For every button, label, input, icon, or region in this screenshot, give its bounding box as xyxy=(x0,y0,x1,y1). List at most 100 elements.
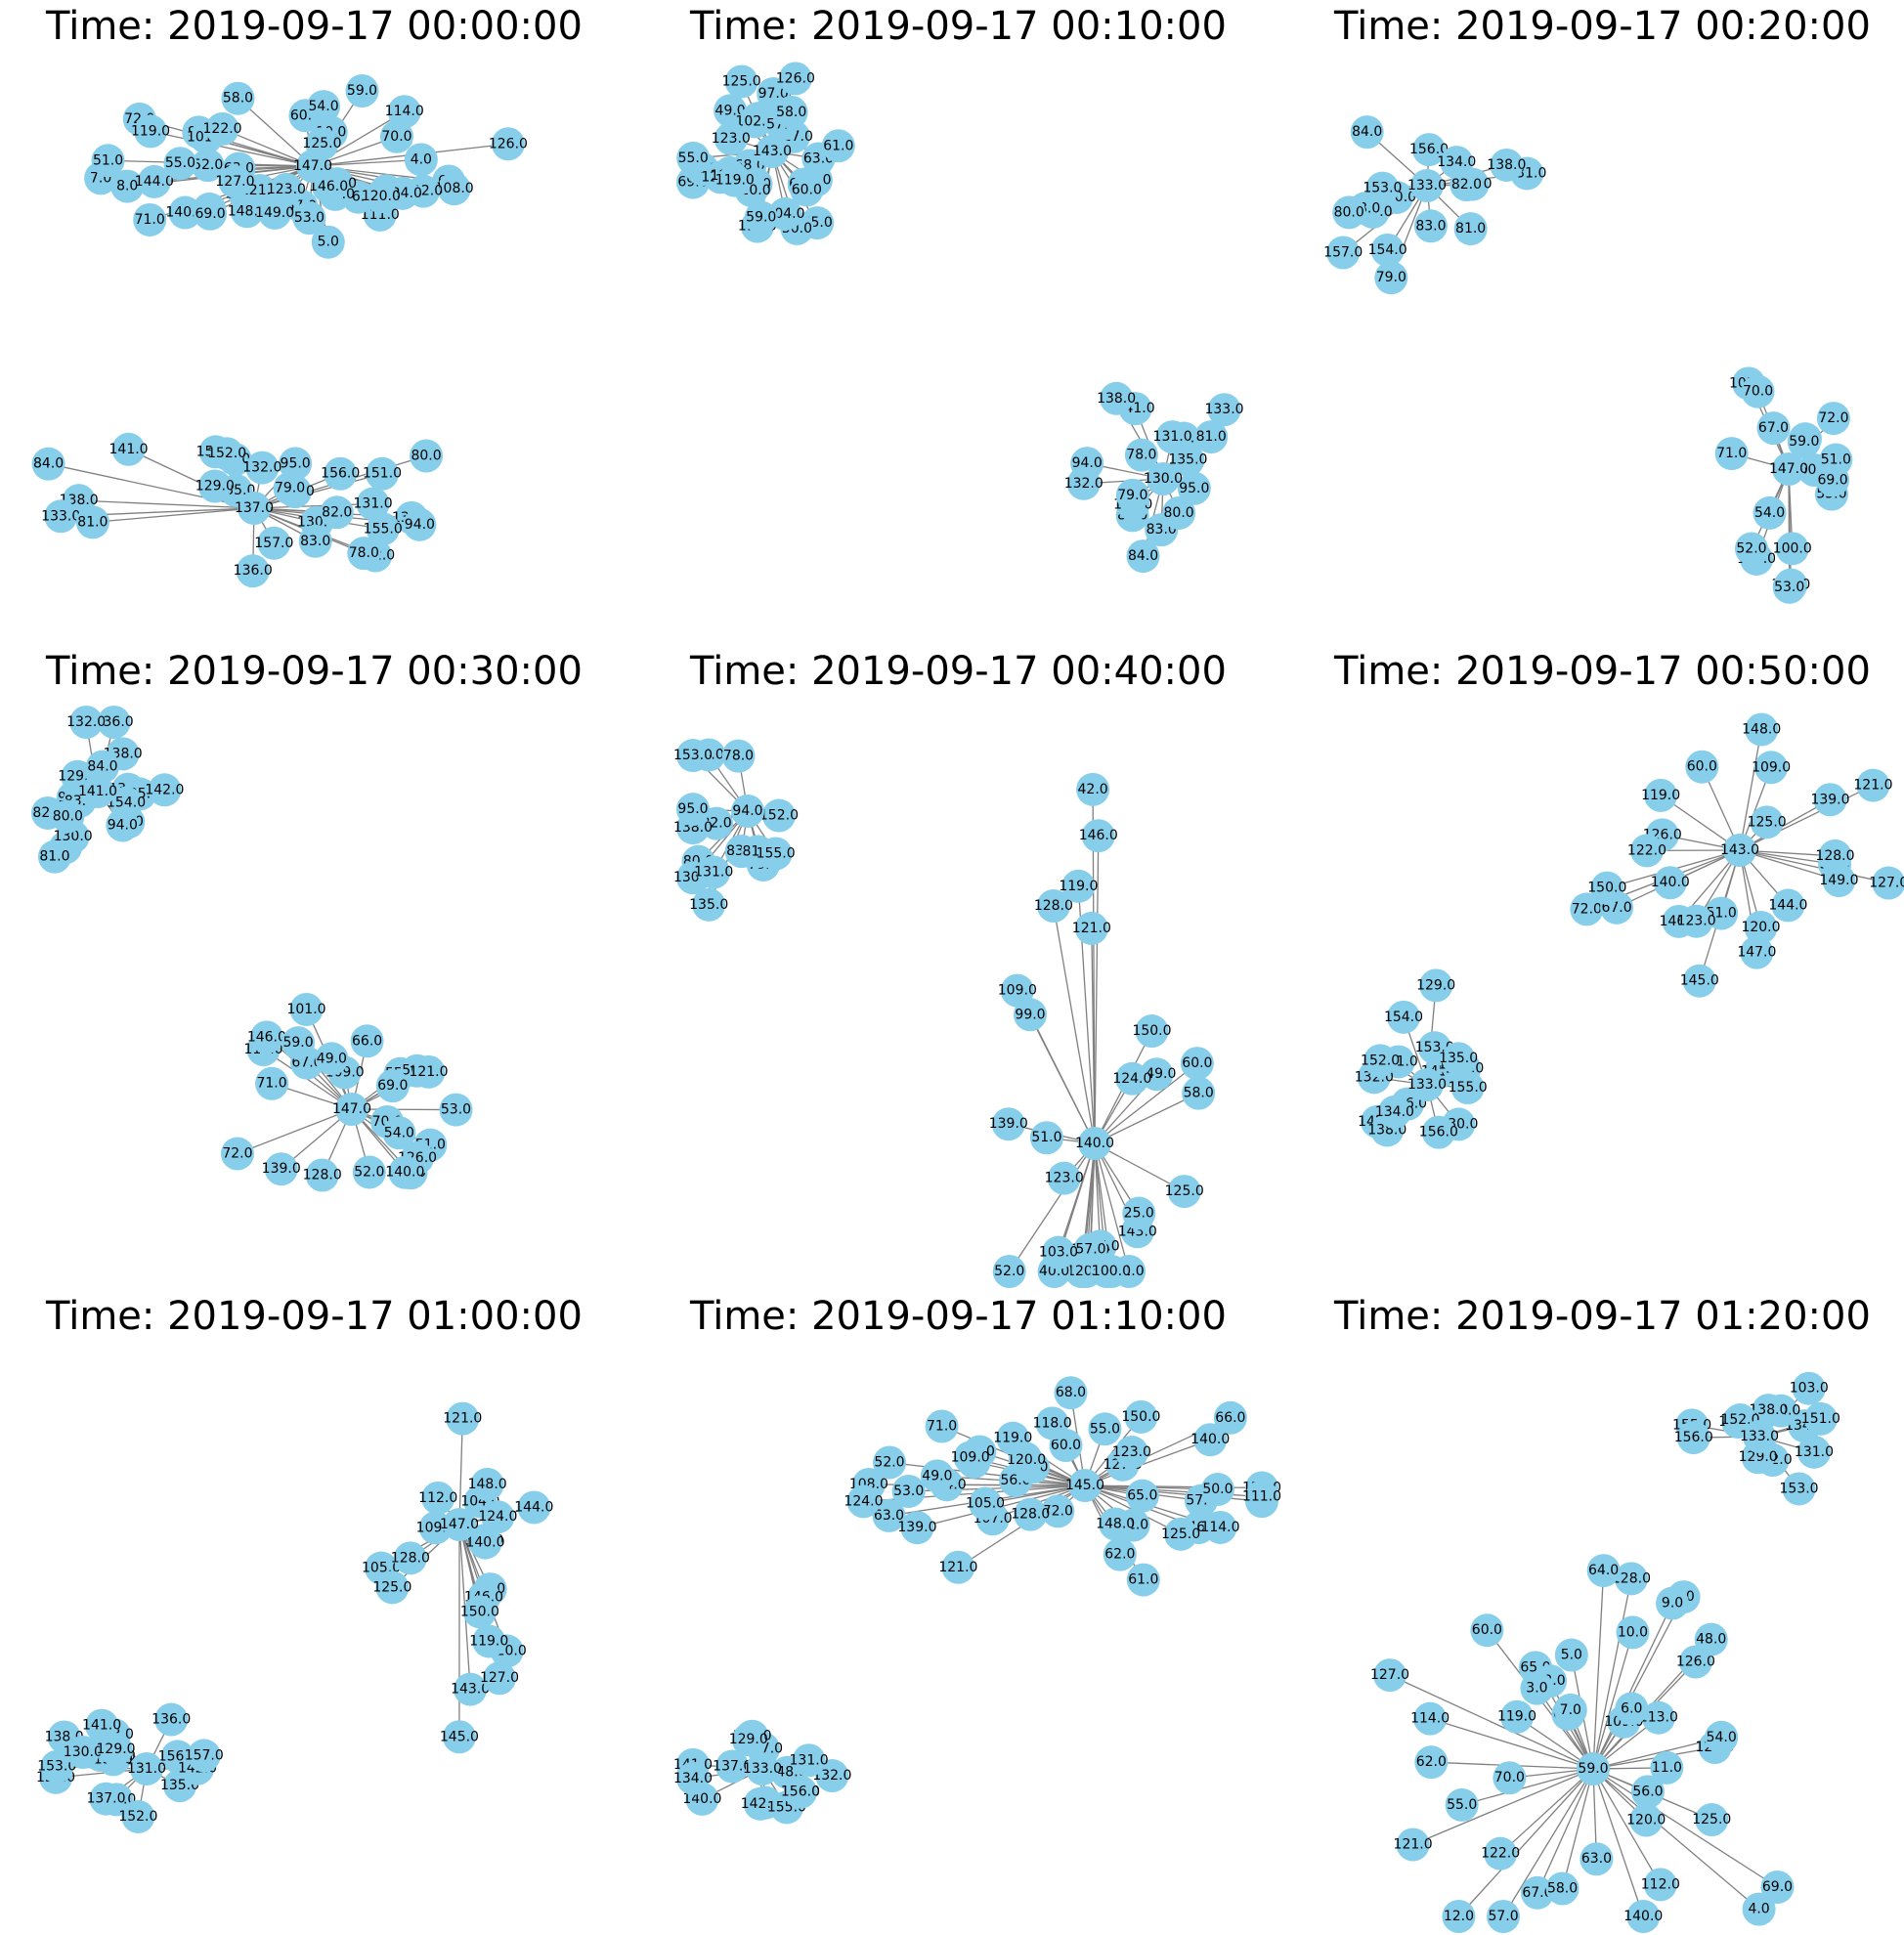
panel-title: Time: 2019-09-17 00:50:00 xyxy=(1334,649,1871,694)
node-label: 119.0 xyxy=(1497,1709,1536,1725)
node-label: 64.0 xyxy=(1588,1563,1619,1578)
node-label: 70.0 xyxy=(1494,1770,1525,1785)
node-label: 149.0 xyxy=(1819,873,1858,888)
node-label: 129.0 xyxy=(729,1732,768,1747)
node-label: 120.0 xyxy=(1626,1813,1666,1828)
node-label: 58.0 xyxy=(1184,1086,1214,1101)
node-label: 78.0 xyxy=(723,749,754,764)
node-label: 119.0 xyxy=(469,1633,508,1649)
node-label: 81.0 xyxy=(39,849,69,865)
node-label: 69.0 xyxy=(1817,472,1847,488)
node-label: 150.0 xyxy=(460,1604,499,1619)
node-label: 52.0 xyxy=(193,157,223,173)
node-label: 141.0 xyxy=(82,1718,121,1734)
node-label: 132.0 xyxy=(242,460,281,476)
node-label: 148.0 xyxy=(1742,721,1781,737)
node-label: 144.0 xyxy=(514,1499,553,1515)
node-label: 147.0 xyxy=(332,1101,371,1117)
node-label: 135.0 xyxy=(1439,1051,1478,1066)
node-label: 129.0 xyxy=(195,479,235,494)
panel-title: Time: 2019-09-17 01:20:00 xyxy=(1334,1294,1871,1339)
node-label: 153.0 xyxy=(1780,1481,1819,1496)
node-label: 128.0 xyxy=(1034,898,1073,914)
node-label: 49.0 xyxy=(922,1468,952,1484)
node-label: 54.0 xyxy=(384,1125,414,1140)
node-label: 65.0 xyxy=(1127,1488,1157,1504)
node-label: 142.0 xyxy=(145,782,184,797)
node-label: 55.0 xyxy=(165,155,195,171)
panel-title: Time: 2019-09-17 01:10:00 xyxy=(690,1294,1227,1339)
node-label: 121.0 xyxy=(443,1411,482,1427)
node-label: 146.0 xyxy=(247,1029,286,1045)
node-label: 82.0 xyxy=(1451,177,1482,193)
node-label: 157.0 xyxy=(185,1747,224,1763)
node-label: 146.0 xyxy=(1079,828,1118,843)
node-label: 50.0 xyxy=(1202,1482,1233,1497)
node-label: 51.0 xyxy=(93,152,123,168)
node-label: 126.0 xyxy=(489,136,528,151)
node-label: 71.0 xyxy=(135,212,165,228)
node-label: 140.0 xyxy=(465,1535,504,1551)
node-label: 119.0 xyxy=(131,123,170,139)
node-label: 128.0 xyxy=(303,1167,342,1182)
network-panel: 155.0134.0137.0103.0154.0131.0156.0138.0… xyxy=(1320,1349,1904,1935)
node-label: 78.0 xyxy=(349,545,379,561)
network-panel: 105.097.0104.0143.0146.0149.0144.0109.01… xyxy=(29,1349,635,1935)
node-label: 141.0 xyxy=(109,442,149,457)
node-label: 5.0 xyxy=(1561,1648,1582,1663)
node-label: 61.0 xyxy=(1128,1572,1158,1588)
node-label: 59.0 xyxy=(282,1035,313,1051)
node-label: 72.0 xyxy=(1818,410,1848,426)
node-label: 94.0 xyxy=(108,818,138,834)
node-label: 81.0 xyxy=(1196,429,1227,445)
node-label: 119.0 xyxy=(1641,788,1680,803)
node-label: 127.0 xyxy=(1370,1667,1409,1683)
node-label: 70.0 xyxy=(1743,384,1773,400)
node-label: 11.0 xyxy=(1652,1760,1682,1776)
node-label: 101.0 xyxy=(286,1002,325,1017)
panel-title: Time: 2019-09-17 00:30:00 xyxy=(46,649,583,694)
node-label: 67.0 xyxy=(1758,420,1789,436)
node-label: 125.0 xyxy=(1748,814,1787,830)
node-label: 137.0 xyxy=(86,1791,125,1807)
node-label: 3.0 xyxy=(1526,1681,1547,1697)
node-label: 148.0 xyxy=(1096,1517,1135,1532)
network-panel: 80.083.084.0153.082.0152.0138.079.081.01… xyxy=(674,704,1280,1290)
node-label: 81.0 xyxy=(1455,221,1486,236)
node-label: 51.0 xyxy=(1031,1130,1061,1145)
network-edge xyxy=(93,508,254,522)
node-label: 147.0 xyxy=(1769,461,1808,477)
node-label: 131.0 xyxy=(1153,429,1192,445)
node-label: 144.0 xyxy=(135,174,174,190)
node-label: 123.0 xyxy=(1112,1444,1151,1460)
node-label: 55.0 xyxy=(678,150,709,166)
node-label: 119.0 xyxy=(1059,879,1098,894)
node-label: 112.0 xyxy=(1641,1876,1680,1892)
node-label: 62.0 xyxy=(1416,1754,1447,1770)
node-label: 145.0 xyxy=(440,1729,479,1744)
node-label: 95.0 xyxy=(281,455,311,471)
node-label: 123.0 xyxy=(712,131,751,147)
node-label: 84.0 xyxy=(33,456,64,472)
node-label: 124.0 xyxy=(478,1509,517,1525)
node-label: 127.0 xyxy=(215,174,254,190)
node-label: 127.0 xyxy=(1869,876,1904,891)
node-label: 66.0 xyxy=(352,1033,382,1049)
node-label: 103.0 xyxy=(1039,1245,1078,1261)
network-edge xyxy=(1593,1769,1777,1887)
node-label: 154.0 xyxy=(1368,242,1407,258)
node-label: 156.0 xyxy=(1419,1125,1458,1140)
node-label: 156.0 xyxy=(321,466,360,482)
network-panel: 79.0130.0154.0131.0156.0132.0138.0134.01… xyxy=(1320,59,1904,645)
node-label: 122.0 xyxy=(203,121,242,137)
node-label: 63.0 xyxy=(1581,1851,1612,1867)
node-label: 25.0 xyxy=(1124,1206,1154,1222)
node-label: 125.0 xyxy=(372,1579,411,1595)
node-label: 112.0 xyxy=(418,1490,457,1506)
node-label: 68.0 xyxy=(1056,1385,1086,1400)
node-label: 157.0 xyxy=(254,536,293,551)
node-label: 114.0 xyxy=(1200,1520,1239,1535)
node-label: 139.0 xyxy=(989,1116,1028,1132)
node-label: 148.0 xyxy=(468,1477,507,1492)
